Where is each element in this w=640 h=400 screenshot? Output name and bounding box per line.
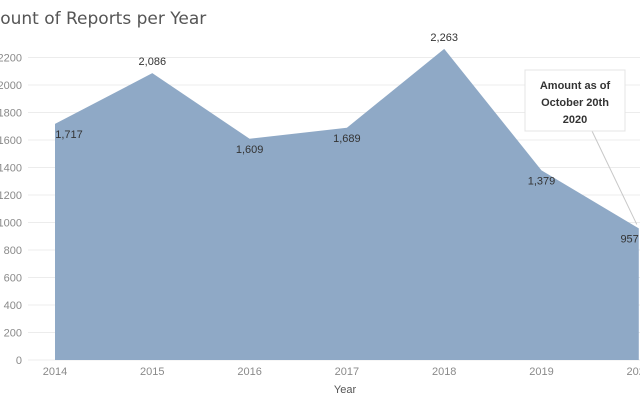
area-series [55, 48, 639, 361]
x-axis-ticks: 2014 2015 2016 2017 2018 2019 2020 [43, 366, 640, 378]
annotation-text-line: 2020 [563, 114, 587, 126]
x-axis-title: Year [334, 384, 357, 396]
x-tick-label: 2018 [432, 366, 456, 378]
y-tick-label: 2000 [0, 80, 22, 92]
data-label: 1,717 [55, 129, 83, 141]
x-tick-label: 2016 [237, 366, 261, 378]
y-tick-label: 1400 [0, 163, 22, 175]
annotation-leader-line [591, 130, 638, 225]
data-label: 1,379 [528, 175, 556, 187]
data-label: 1,689 [333, 133, 361, 145]
y-tick-label: 0 [16, 355, 22, 367]
y-tick-label: 1200 [0, 190, 22, 202]
annotation-callout: Amount as of October 20th 2020 [524, 69, 638, 225]
y-tick-label: 2200 [0, 53, 22, 65]
data-label: 2,263 [430, 32, 458, 44]
chart-title: Amount of Reports per Year [0, 9, 206, 29]
x-tick-label: 2015 [140, 366, 164, 378]
y-tick-label: 600 [4, 273, 22, 285]
y-tick-label: 1000 [0, 218, 22, 230]
x-tick-label: 2017 [335, 366, 359, 378]
x-tick-label: 2019 [529, 366, 553, 378]
data-label: 1,609 [236, 144, 264, 156]
y-tick-label: 1800 [0, 108, 22, 120]
y-tick-label: 800 [4, 245, 22, 257]
y-tick-label: 400 [4, 300, 22, 312]
y-tick-label: 200 [4, 328, 22, 340]
annotation-text-line: October 20th [541, 97, 609, 109]
y-axis-ticks: 0 200 400 600 800 1000 1200 1400 1600 1800 2000 220… [0, 53, 22, 368]
y-tick-label: 1600 [0, 135, 22, 147]
annotation-text-line: Amount as of [540, 80, 611, 92]
data-label: 957 [620, 233, 638, 245]
x-tick-label: 2020 [627, 366, 640, 378]
data-label: 2,086 [139, 56, 167, 68]
x-tick-label: 2014 [43, 366, 67, 378]
data-labels: 1,717 2,086 1,609 1,689 2,263 1,379 957 [55, 32, 639, 246]
annotation-box [524, 69, 626, 132]
